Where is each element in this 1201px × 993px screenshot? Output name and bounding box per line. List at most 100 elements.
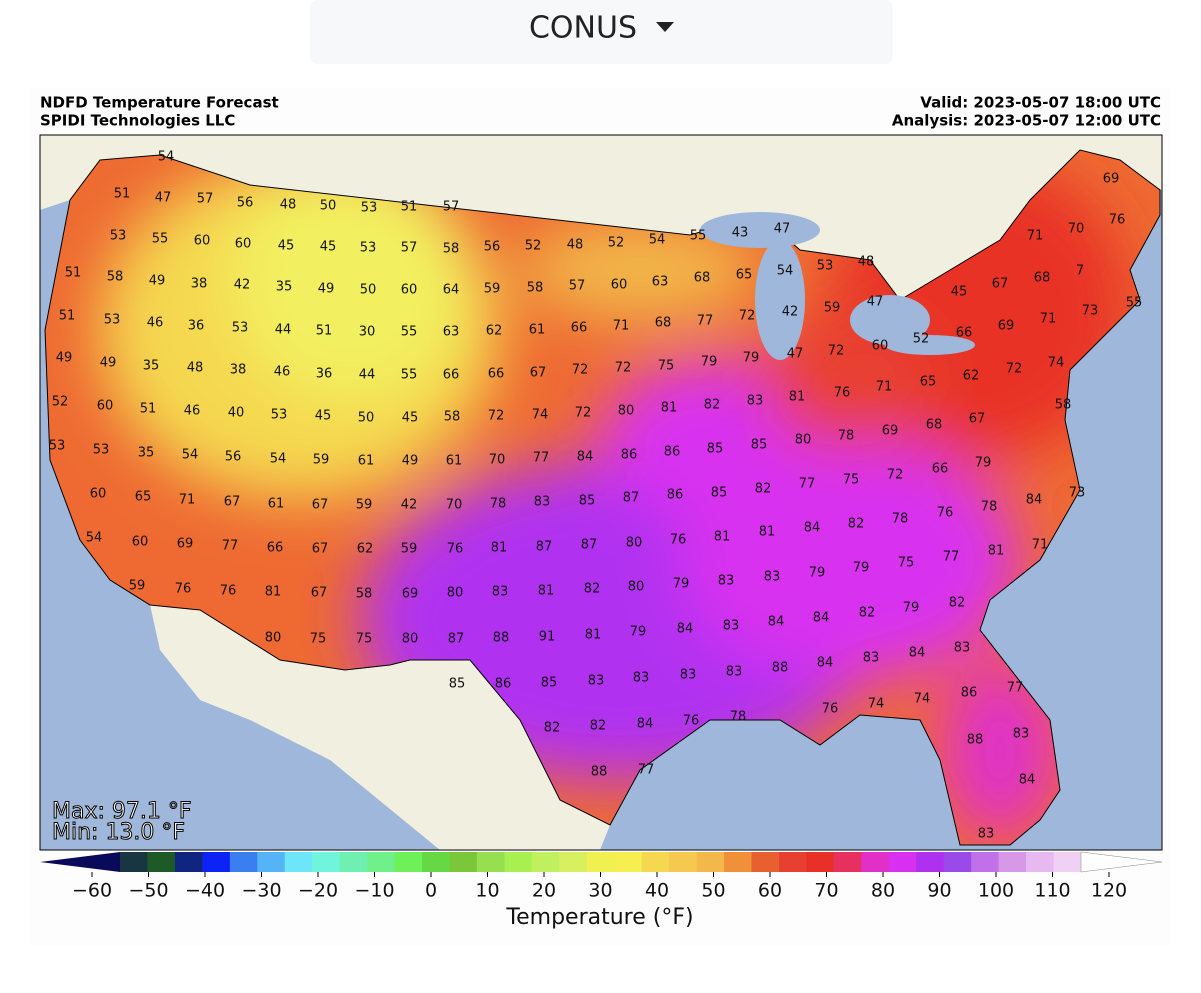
station-value: 53 — [360, 241, 377, 256]
station-value: 83 — [978, 827, 995, 842]
station-value: 72 — [572, 363, 589, 378]
station-value: 83 — [863, 651, 880, 666]
colorbar-label: Temperature (°F) — [505, 905, 693, 930]
station-value: 49 — [149, 274, 166, 289]
station-value: 51 — [65, 266, 82, 281]
station-value: 47 — [155, 191, 172, 206]
station-value: 87 — [581, 538, 598, 553]
dropdown-label[interactable]: CONUS — [529, 11, 637, 46]
station-value: 46 — [147, 316, 164, 331]
colorbar-segment — [120, 852, 148, 872]
colorbar-segment — [257, 852, 286, 872]
station-value: 65 — [736, 268, 753, 283]
station-value: 86 — [961, 686, 978, 701]
colorbar-segment — [669, 852, 698, 872]
station-value: 80 — [618, 404, 635, 419]
station-value: 81 — [585, 628, 602, 643]
station-value: 75 — [898, 556, 915, 571]
station-value: 91 — [539, 630, 556, 645]
dropdown[interactable] — [310, 0, 893, 64]
station-value: 69 — [882, 424, 899, 439]
station-value: 40 — [228, 406, 245, 421]
station-value: 67 — [311, 586, 328, 601]
station-value: 83 — [1013, 727, 1030, 742]
station-value: 59 — [484, 282, 501, 297]
station-value: 54 — [158, 150, 175, 165]
station-value: 59 — [824, 301, 841, 316]
station-value: 88 — [772, 661, 789, 676]
station-value: 87 — [448, 632, 465, 647]
station-value: 83 — [723, 619, 740, 634]
station-value: 81 — [661, 401, 678, 416]
station-value: 62 — [357, 542, 374, 557]
station-value: 45 — [402, 411, 419, 426]
station-value: 55 — [1126, 296, 1143, 311]
colorbar-tick-label: −50 — [128, 880, 168, 902]
station-value: 52 — [913, 332, 930, 347]
station-value: 47 — [787, 347, 804, 362]
station-value: 49 — [318, 282, 335, 297]
station-value: 52 — [525, 239, 542, 254]
station-value: 81 — [759, 525, 776, 540]
station-value: 48 — [187, 361, 204, 376]
lake — [850, 295, 930, 345]
station-value: 35 — [276, 280, 293, 295]
station-value: 83 — [680, 668, 697, 683]
station-value: 76 — [683, 714, 700, 729]
station-value: 72 — [739, 309, 756, 324]
station-value: 81 — [789, 390, 806, 405]
colorbar-segment — [614, 852, 643, 872]
station-value: 73 — [1082, 304, 1099, 319]
station-value: 76 — [937, 506, 954, 521]
station-value: 76 — [834, 386, 851, 401]
colorbar-tick-label: 0 — [425, 880, 437, 902]
title: NDFD Temperature Forecast — [40, 94, 279, 112]
station-value: 77 — [943, 550, 960, 565]
colorbar-segment — [943, 852, 972, 872]
caret[interactable] — [656, 22, 674, 32]
station-value: 74 — [1048, 356, 1065, 371]
station-value: 84 — [1019, 773, 1036, 788]
station-value: 38 — [230, 363, 247, 378]
station-value: 71 — [613, 319, 630, 334]
station-value: 51 — [316, 324, 333, 339]
station-value: 46 — [274, 365, 291, 380]
colorbar-segment — [367, 852, 396, 872]
station-value: 50 — [358, 411, 375, 426]
station-value: 88 — [493, 631, 510, 646]
station-value: 84 — [813, 611, 830, 626]
station-value: 53 — [361, 201, 378, 216]
station-value: 60 — [132, 535, 149, 550]
colorbar-segment — [394, 852, 423, 872]
colorbar-extend-high — [1080, 851, 1163, 873]
colorbar-segment — [312, 852, 341, 872]
colorbar-segment — [751, 852, 780, 872]
station-value: 50 — [360, 283, 377, 298]
station-value: 76 — [1109, 213, 1126, 228]
station-value: 60 — [235, 237, 252, 252]
station-value: 75 — [310, 632, 327, 647]
station-value: 83 — [633, 671, 650, 686]
colorbar-segment — [806, 852, 835, 872]
station-value: 77 — [799, 477, 816, 492]
colorbar-segment — [202, 852, 231, 872]
colorbar-tick-label: −30 — [241, 880, 281, 902]
colorbar-tick-label: 90 — [927, 880, 951, 902]
station-value: 42 — [401, 498, 418, 513]
station-value: 70 — [489, 453, 506, 468]
colorbar-tick-label: 80 — [871, 880, 895, 902]
colorbar-tick-label: −60 — [72, 880, 112, 902]
station-value: 56 — [237, 196, 254, 211]
station-value: 71 — [1032, 538, 1049, 553]
station-value: 58 — [356, 587, 373, 602]
station-value: 43 — [732, 226, 749, 241]
station-value: 50 — [320, 199, 337, 214]
station-value: 48 — [567, 238, 584, 253]
station-value: 76 — [670, 533, 687, 548]
station-value: 79 — [903, 601, 920, 616]
colorbar-segment — [229, 852, 258, 872]
station-value: 45 — [951, 285, 968, 300]
colorbar-tick-label: 30 — [588, 880, 612, 902]
station-value: 68 — [694, 271, 711, 286]
